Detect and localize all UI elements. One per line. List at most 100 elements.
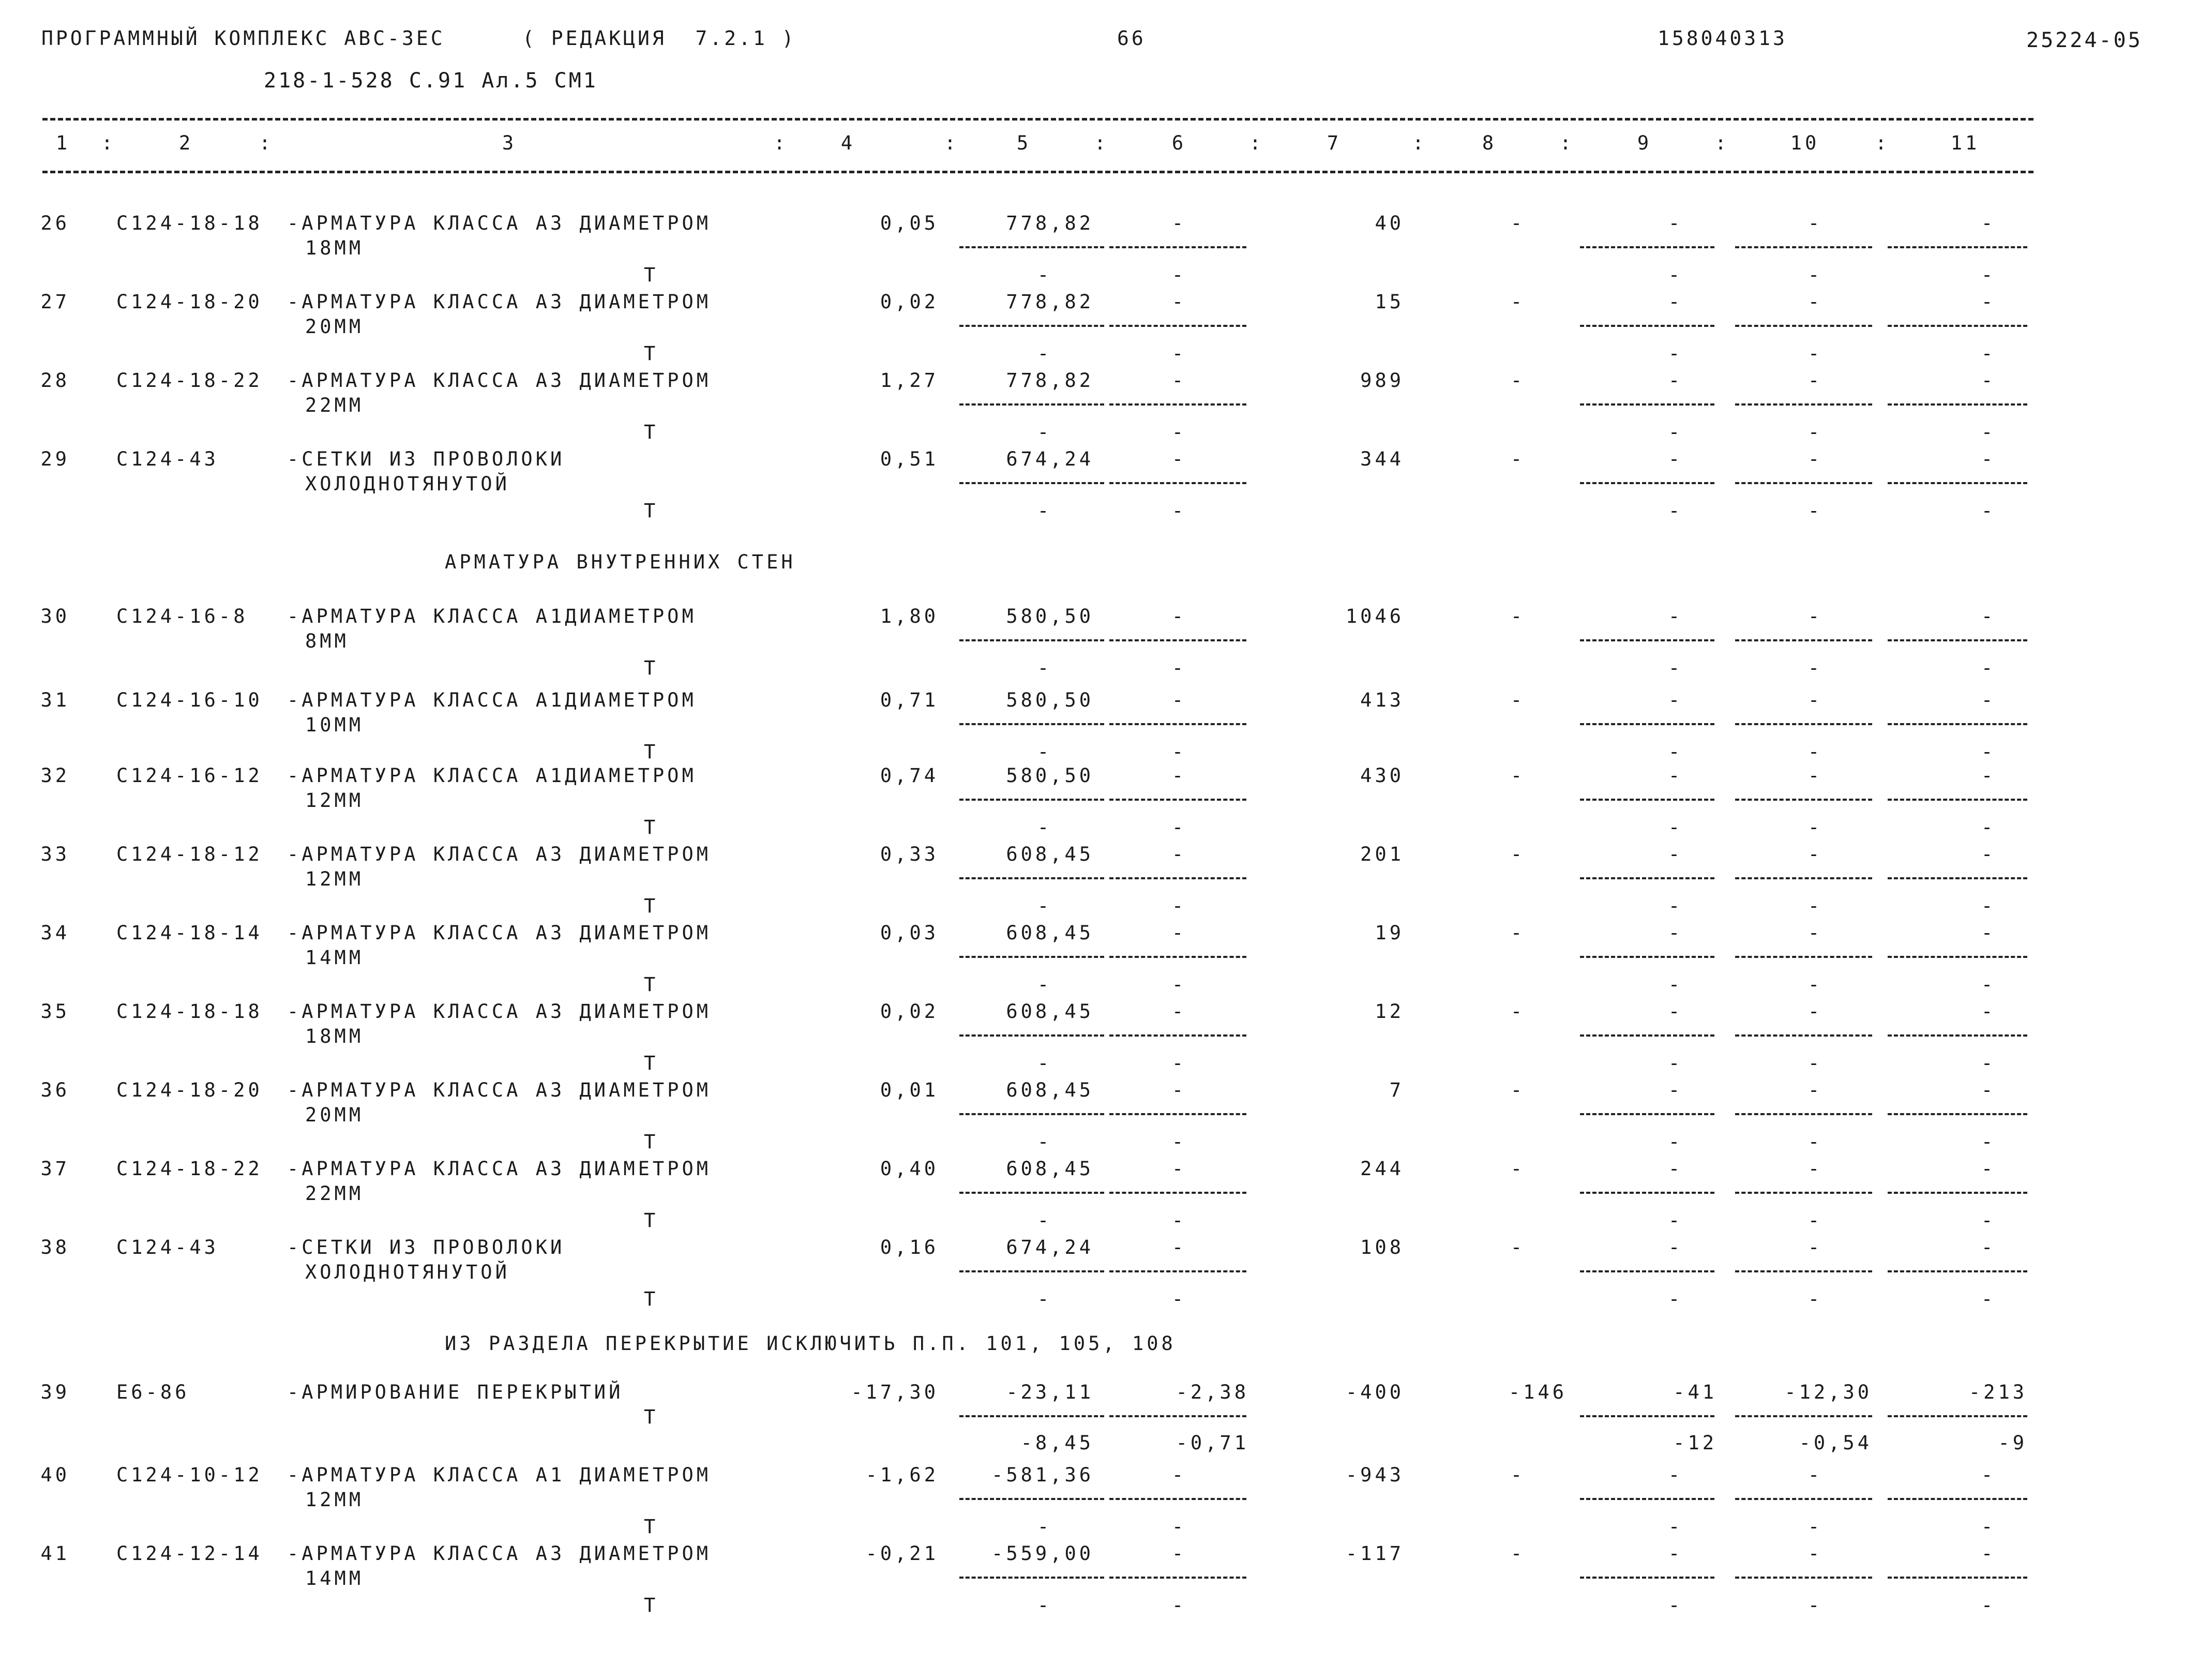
quantity-value: 0,02 bbox=[880, 291, 939, 313]
resource-code: С124-10-12 bbox=[116, 1464, 263, 1486]
sub-dash: - bbox=[1981, 342, 1996, 365]
sub-dash: - bbox=[1037, 1209, 1052, 1232]
resource-name-cont: 18ММ bbox=[305, 237, 364, 259]
total-cost-value: 1046 bbox=[1345, 605, 1404, 627]
resource-code: С124-12-14 bbox=[116, 1542, 263, 1565]
resource-name: -АРМАТУРА КЛАССА А1ДИАМЕТРОМ bbox=[287, 689, 697, 711]
column-separator: : bbox=[259, 132, 274, 154]
row-number: 34 bbox=[40, 922, 70, 944]
column-6-value: - bbox=[1171, 764, 1187, 787]
cell-underline bbox=[1888, 723, 2027, 725]
cell-underline bbox=[959, 482, 1104, 484]
cell-underline bbox=[1888, 877, 2027, 879]
cell-underline bbox=[959, 1192, 1104, 1194]
quantity-value: 0,33 bbox=[880, 843, 939, 865]
column-9-value: - bbox=[1668, 291, 1683, 313]
resource-name: -АРМАТУРА КЛАССА А3 ДИАМЕТРОМ bbox=[287, 1079, 712, 1101]
column-10-value: - bbox=[1808, 369, 1823, 392]
section-title-exclude: ИЗ РАЗДЕЛА ПЕРЕКРЫТИЕ ИСКЛЮЧИТЬ П.П. 101… bbox=[445, 1332, 1176, 1355]
unit-cost-value: 778,82 bbox=[1006, 369, 1094, 392]
sub-dash: - bbox=[1981, 421, 1996, 443]
cell-underline bbox=[959, 1034, 1104, 1037]
document-subtitle: 218-1-528 С.91 Ал.5 СМ1 bbox=[264, 69, 598, 93]
quantity-value: 1,27 bbox=[880, 369, 939, 392]
column-header-2: 2 bbox=[178, 132, 194, 154]
cell-underline bbox=[959, 723, 1104, 725]
resource-code: С124-18-12 bbox=[116, 843, 263, 865]
column-header-3: 3 bbox=[502, 132, 517, 154]
sub-dash: - bbox=[1981, 973, 1996, 996]
column-10-value: - bbox=[1808, 1542, 1823, 1565]
sub-dash: - bbox=[1037, 973, 1052, 996]
column-10-value: - bbox=[1808, 1079, 1823, 1101]
column-6-value: - bbox=[1171, 1000, 1187, 1023]
column-10-value: - bbox=[1808, 212, 1823, 234]
cell-underline bbox=[1735, 1270, 1872, 1272]
row-number: 41 bbox=[40, 1542, 70, 1565]
column-8-value: - bbox=[1510, 212, 1526, 234]
cell-underline bbox=[1109, 799, 1246, 801]
sub-dash: - bbox=[1981, 816, 1996, 838]
column-11-value: - bbox=[1981, 369, 1996, 392]
sub-dash: - bbox=[1981, 1288, 1996, 1310]
resource-code: С124-18-20 bbox=[116, 1079, 263, 1101]
column-header-5: 5 bbox=[1016, 132, 1032, 154]
column-separator: : bbox=[101, 132, 116, 154]
cell-underline bbox=[1580, 1270, 1714, 1272]
resource-name-cont: 14ММ bbox=[305, 1567, 364, 1589]
column-11-value: - bbox=[1981, 1000, 1996, 1023]
column-6-value: - bbox=[1171, 291, 1187, 313]
cell-underline bbox=[1580, 1113, 1714, 1115]
cell-underline bbox=[1735, 246, 1872, 248]
row-number: 26 bbox=[40, 212, 70, 234]
resource-code: С124-16-12 bbox=[116, 764, 263, 787]
total-cost-value: 15 bbox=[1375, 291, 1404, 313]
sub-dash: - bbox=[1171, 816, 1187, 838]
sub-dash: - bbox=[1808, 816, 1823, 838]
column-9-value: - bbox=[1668, 764, 1683, 787]
column-6-value: - bbox=[1171, 922, 1187, 944]
column-11-value: - bbox=[1981, 212, 1996, 234]
document-number: 158040313 bbox=[1658, 27, 1787, 50]
cell-underline bbox=[959, 799, 1104, 801]
cell-underline bbox=[959, 1498, 1104, 1500]
row-number: 31 bbox=[40, 689, 70, 711]
column-6-value: - bbox=[1171, 605, 1187, 627]
sub-dash: - bbox=[1668, 264, 1683, 286]
cell-underline bbox=[1109, 723, 1246, 725]
unit-cost-value: 580,50 bbox=[1006, 689, 1094, 711]
quantity-value: 0,74 bbox=[880, 764, 939, 787]
column-9-value: - bbox=[1668, 1464, 1683, 1486]
sub-dash: - bbox=[1037, 1516, 1052, 1538]
unit-cost-value: 608,45 bbox=[1006, 1079, 1094, 1101]
sub-dash: - bbox=[1037, 264, 1052, 286]
cell-underline bbox=[1888, 1415, 2027, 1417]
resource-code: Е6-86 bbox=[116, 1381, 190, 1403]
sub-dash: - bbox=[1668, 1052, 1683, 1074]
sub-dash: - bbox=[1668, 1516, 1683, 1538]
unit-mark: T bbox=[644, 1516, 659, 1538]
column-11-value: - bbox=[1981, 605, 1996, 627]
quantity-value: 0,01 bbox=[880, 1079, 939, 1101]
row-number: 27 bbox=[40, 291, 70, 313]
unit-mark: T bbox=[644, 1594, 659, 1616]
cell-underline bbox=[1109, 877, 1246, 879]
sub-dash: - bbox=[1171, 657, 1187, 679]
unit-mark: T bbox=[644, 1131, 659, 1153]
resource-name: -АРМАТУРА КЛАССА А3 ДИАМЕТРОМ bbox=[287, 1000, 712, 1023]
quantity-value: -0,21 bbox=[865, 1542, 939, 1565]
resource-name-cont: 14ММ bbox=[305, 947, 364, 969]
total-cost-value: 108 bbox=[1360, 1236, 1404, 1258]
column-9-value: - bbox=[1668, 1236, 1683, 1258]
cell-underline bbox=[1735, 1034, 1872, 1037]
sub-dash: - bbox=[1668, 342, 1683, 365]
resource-name-cont: 20ММ bbox=[305, 316, 364, 338]
cell-underline bbox=[1735, 482, 1872, 484]
cell-underline bbox=[1735, 799, 1872, 801]
cell-underline bbox=[1580, 723, 1714, 725]
total-cost-value: -943 bbox=[1345, 1464, 1404, 1486]
row-number: 37 bbox=[40, 1158, 70, 1180]
quantity-value: 0,03 bbox=[880, 922, 939, 944]
cell-underline bbox=[959, 639, 1104, 641]
